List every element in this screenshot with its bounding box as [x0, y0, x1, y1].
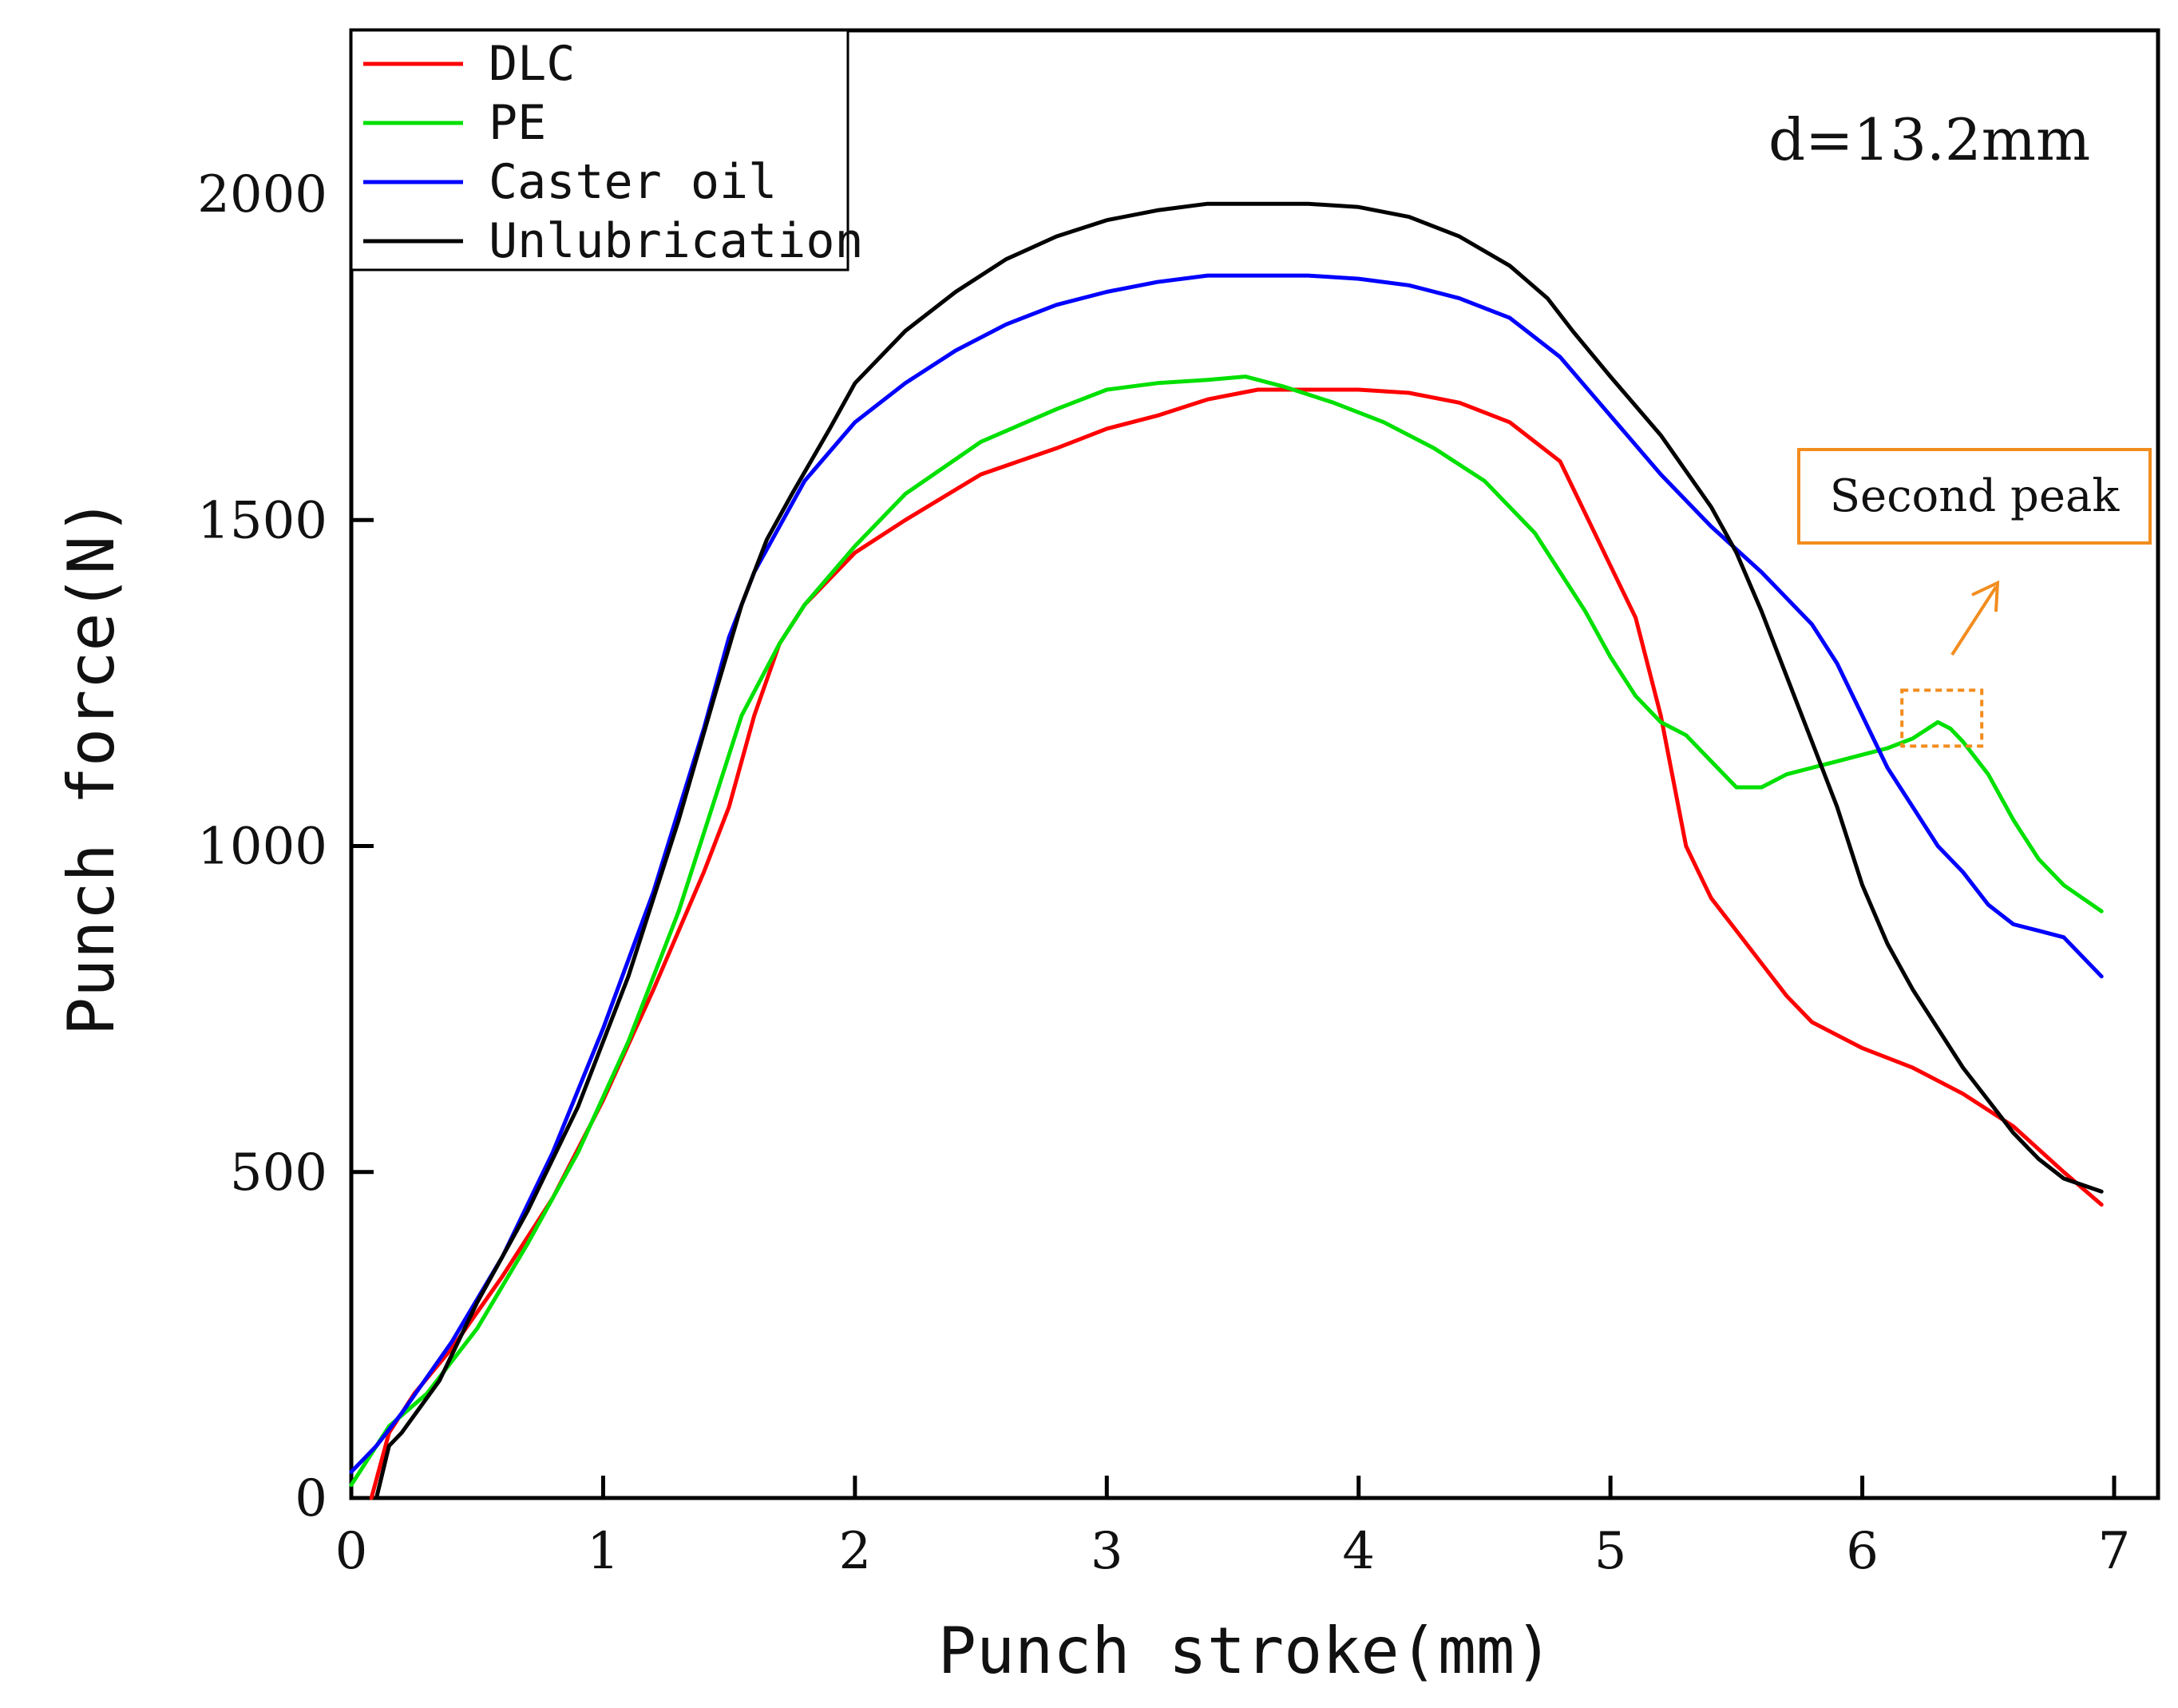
legend-label: Caster oil	[489, 154, 777, 210]
x-tick-label: 0	[335, 1522, 368, 1581]
callout-label: Second peak	[1830, 470, 2121, 522]
callout-arrow	[1950, 585, 1998, 656]
legend-box	[350, 29, 849, 271]
y-tick-label: 0	[295, 1469, 327, 1528]
series-line-pe	[349, 374, 2104, 1488]
callout-box	[1797, 448, 2152, 545]
second-peak-callout: Second peak	[1797, 448, 2152, 748]
y-tick-label: 500	[230, 1143, 327, 1203]
legend-label: PE	[489, 95, 546, 151]
callout-arrowhead	[1971, 580, 2000, 612]
x-tick-label: 4	[1342, 1522, 1375, 1581]
x-tick-label: 2	[838, 1522, 871, 1581]
series-line-caster-oil	[349, 273, 2104, 1474]
x-tick-label: 1	[587, 1522, 620, 1581]
plot-area-frame	[349, 28, 2160, 1500]
y-axis-title: Punch force(N)	[54, 497, 129, 1036]
series-line-unlubrication	[374, 201, 2104, 1500]
legend-label: DLC	[489, 36, 575, 92]
legend-label: Unlubrication	[489, 213, 864, 269]
x-tick-label: 5	[1594, 1522, 1627, 1581]
x-tick-label: 7	[2098, 1522, 2131, 1581]
diameter-annotation: d=13.2mm	[1768, 106, 2090, 173]
x-tick-label: 3	[1091, 1522, 1123, 1581]
x-tick-label: 6	[1846, 1522, 1879, 1581]
series-line-dlc	[369, 387, 2104, 1500]
x-axis-title: Punch stroke(mm)	[938, 1614, 1554, 1688]
y-tick-label: 2000	[197, 165, 327, 224]
peak-highlight-box	[1900, 688, 1984, 748]
y-tick-label: 1000	[197, 818, 327, 877]
y-tick-label: 1500	[197, 491, 327, 550]
